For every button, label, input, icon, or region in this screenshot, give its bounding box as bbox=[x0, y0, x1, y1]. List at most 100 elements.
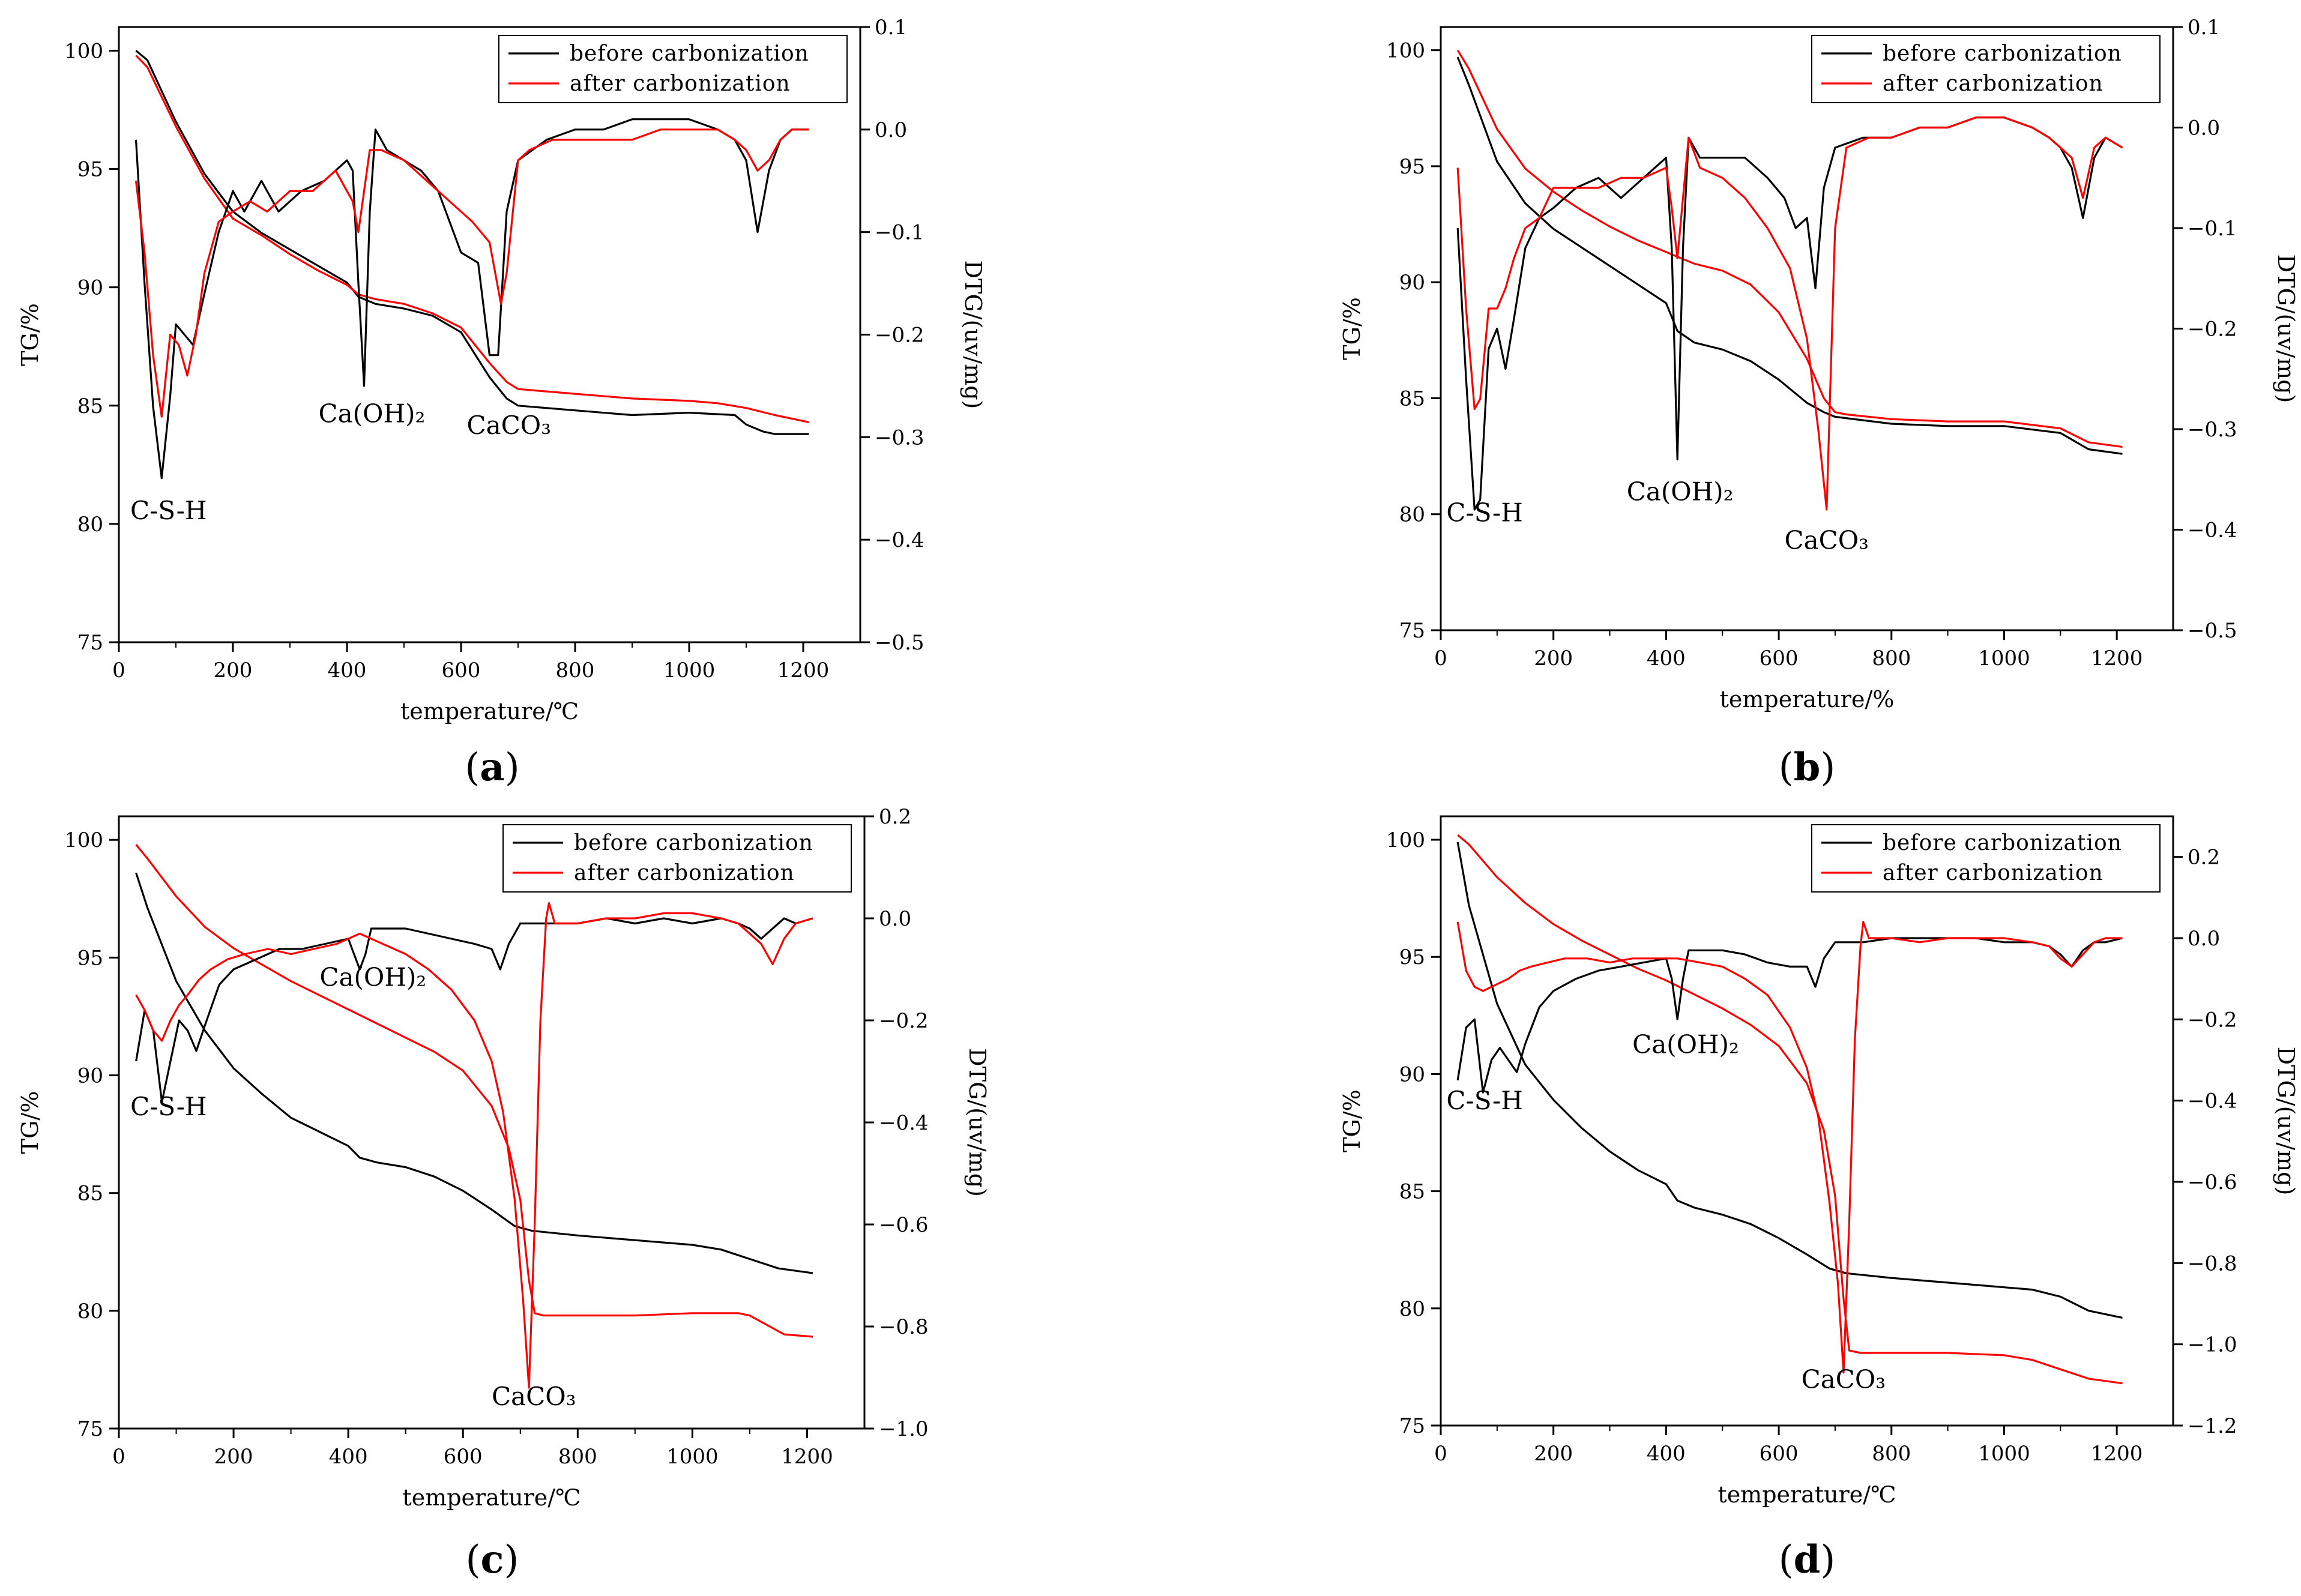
x-tick-label: 200 bbox=[1534, 646, 1573, 670]
x-tick-label: 1200 bbox=[781, 1445, 833, 1469]
y-tick-label: 80 bbox=[1399, 1297, 1425, 1321]
x-tick-label: 800 bbox=[558, 1445, 597, 1469]
x-tick-label: 600 bbox=[1760, 646, 1799, 670]
panel-b: 0 200 400 600 800 1000 1200 75 80 85 90 95 100 −0.5 −0… bbox=[1339, 16, 2299, 790]
y-tick-label: 100 bbox=[64, 39, 103, 63]
y-tick-label: 75 bbox=[1399, 1414, 1425, 1438]
y-tick-label: 75 bbox=[77, 631, 103, 655]
x-tick-label: 1200 bbox=[2091, 1442, 2143, 1466]
x-tick-label: 600 bbox=[442, 658, 481, 682]
before-carbonization-tg-line bbox=[1456, 842, 2123, 1319]
x-tick-label: 1200 bbox=[2091, 646, 2143, 670]
x-tick-label: 600 bbox=[444, 1445, 483, 1469]
caption-paren-close: ) bbox=[504, 1538, 519, 1582]
x-tick-label: 600 bbox=[1760, 1442, 1799, 1466]
y2-tick-label: −0.6 bbox=[2188, 1170, 2237, 1194]
x-tick-label: 1000 bbox=[666, 1445, 719, 1469]
y-tick-label: 80 bbox=[77, 1299, 103, 1323]
y2-tick-label: −0.5 bbox=[2188, 619, 2237, 643]
y-axis-title: TG/% bbox=[1339, 1089, 1365, 1152]
after-carbonization-tg-line bbox=[1457, 834, 2123, 1385]
panel-caption: (d) bbox=[1779, 1537, 1836, 1582]
y2-tick-label: 0.0 bbox=[875, 118, 907, 142]
legend-entry: before carbonization bbox=[574, 831, 813, 855]
peak-annotation: Ca(OH)₂ bbox=[1627, 477, 1734, 507]
x-tick-label: 0 bbox=[112, 1445, 125, 1469]
y-tick-label: 85 bbox=[1399, 1180, 1425, 1204]
legend-entry: before carbonization bbox=[1883, 41, 2122, 66]
caption-paren-open: ( bbox=[466, 1538, 481, 1582]
y2-axis-title: DTG/(uv/mg) bbox=[964, 1048, 991, 1197]
legend-box bbox=[498, 35, 848, 103]
y2-tick-label: −1.2 bbox=[2188, 1414, 2237, 1438]
x-tick-label: 400 bbox=[328, 658, 367, 682]
x-tick-label: 1000 bbox=[1978, 646, 2030, 670]
y2-tick-label: 0.0 bbox=[2188, 116, 2220, 140]
caption-letter: a bbox=[480, 745, 504, 790]
peak-annotation: Ca(OH)₂ bbox=[319, 962, 426, 992]
plot-frame bbox=[1440, 815, 2174, 1427]
after-carbonization-dtg-line bbox=[1456, 921, 2123, 1374]
peak-annotation: C-S-H bbox=[130, 496, 207, 525]
y2-tick-label: −0.8 bbox=[2188, 1251, 2237, 1275]
y2-axis-title: DTG/(uv/mg) bbox=[960, 260, 986, 409]
x-tick-label: 800 bbox=[1872, 646, 1911, 670]
legend-entry: after carbonization bbox=[1883, 71, 2103, 96]
y2-tick-label: −0.6 bbox=[879, 1213, 929, 1237]
peak-annotation: CaCO₃ bbox=[1784, 526, 1869, 555]
peak-annotation: C-S-H bbox=[130, 1092, 207, 1121]
legend-entry: after carbonization bbox=[574, 861, 795, 885]
caption-paren-open: ( bbox=[1779, 745, 1794, 790]
caption-letter: c bbox=[481, 1537, 504, 1582]
caption-paren-open: ( bbox=[465, 745, 480, 790]
x-tick-label: 0 bbox=[1434, 1442, 1447, 1466]
y2-tick-label: 0.2 bbox=[879, 805, 911, 829]
legend-entry: after carbonization bbox=[570, 71, 791, 96]
caption-letter: d bbox=[1794, 1537, 1821, 1582]
after-carbonization-tg-line bbox=[135, 55, 809, 423]
y-tick-label: 95 bbox=[77, 158, 103, 182]
after-carbonization-dtg-line bbox=[134, 128, 809, 418]
y2-tick-label: −1.0 bbox=[879, 1417, 929, 1441]
y-tick-label: 95 bbox=[77, 946, 103, 970]
peak-annotation: CaCO₃ bbox=[1802, 1365, 1886, 1394]
peak-annotation: Ca(OH)₂ bbox=[319, 399, 426, 428]
x-tick-label: 400 bbox=[1647, 646, 1686, 670]
x-tick-label: 200 bbox=[1534, 1442, 1573, 1466]
y2-tick-label: −0.2 bbox=[875, 324, 924, 348]
legend-box bbox=[1811, 824, 2161, 893]
y2-tick-label: −0.5 bbox=[875, 631, 924, 655]
y-tick-label: 100 bbox=[1386, 828, 1425, 852]
y2-tick-label: −0.2 bbox=[2188, 318, 2237, 342]
x-tick-label: 200 bbox=[214, 1445, 253, 1469]
y-tick-label: 85 bbox=[77, 1182, 103, 1206]
y2-tick-label: 0.0 bbox=[2188, 927, 2220, 951]
y-tick-label: 75 bbox=[77, 1417, 103, 1441]
before-carbonization-tg-line bbox=[1456, 56, 2123, 455]
y2-tick-label: −0.1 bbox=[875, 221, 924, 245]
y-tick-label: 85 bbox=[77, 394, 103, 418]
after-carbonization-dtg-line bbox=[1456, 116, 2123, 511]
y-tick-label: 90 bbox=[1399, 1062, 1425, 1086]
y-tick-label: 75 bbox=[1399, 619, 1425, 643]
y2-tick-label: −0.4 bbox=[875, 528, 924, 552]
x-tick-label: 1000 bbox=[1978, 1442, 2030, 1466]
y-tick-label: 100 bbox=[1386, 39, 1425, 63]
y2-tick-label: 0.2 bbox=[2188, 846, 2220, 870]
legend-entry: before carbonization bbox=[570, 41, 809, 66]
y-tick-label: 80 bbox=[77, 513, 103, 537]
after-carbonization-tg-line bbox=[1456, 49, 2123, 448]
y-axis-title: TG/% bbox=[17, 1091, 43, 1154]
y2-axis-title: DTG/(uv/mg) bbox=[2273, 1047, 2299, 1196]
y-axis-title: TG/% bbox=[17, 303, 43, 366]
x-tick-label: 400 bbox=[329, 1445, 368, 1469]
panel-caption: (b) bbox=[1779, 745, 1836, 790]
panel-caption: (c) bbox=[466, 1537, 519, 1582]
y2-tick-label: 0.1 bbox=[2188, 16, 2220, 40]
after-carbonization-dtg-line bbox=[135, 902, 813, 1389]
peak-annotation: CaCO₃ bbox=[467, 411, 552, 440]
x-tick-label: 800 bbox=[1872, 1442, 1911, 1466]
x-tick-label: 200 bbox=[214, 658, 253, 682]
y2-tick-label: −0.2 bbox=[2188, 1008, 2237, 1032]
